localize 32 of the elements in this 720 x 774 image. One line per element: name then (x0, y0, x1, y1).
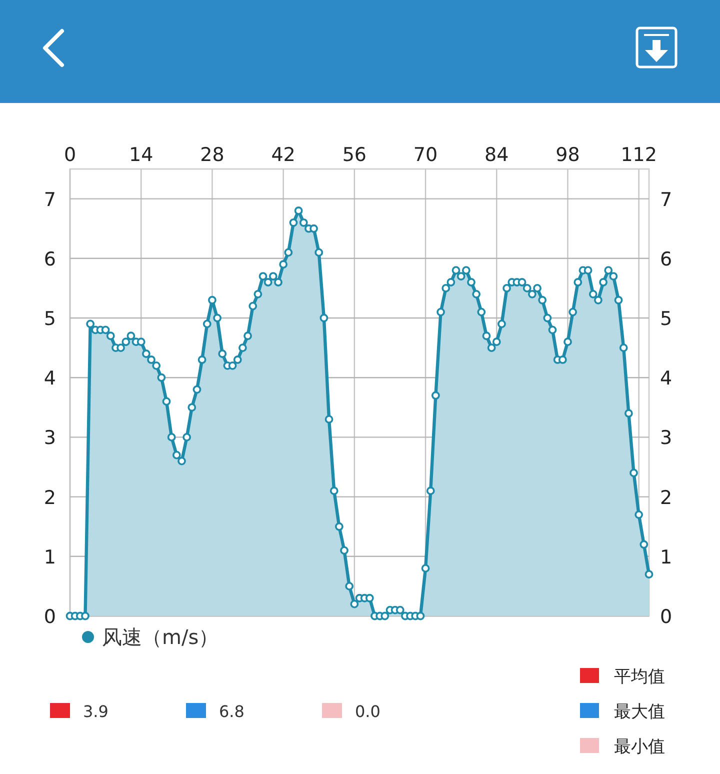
x-tick-label: 98 (556, 144, 580, 166)
x-tick-label: 42 (271, 144, 296, 166)
legend-label: 风速（m/s） (102, 625, 219, 649)
y-tick-label: 3 (44, 427, 56, 450)
y-tick-label: 0 (44, 606, 56, 628)
y-tick-label: 7 (44, 188, 56, 211)
category-label: 平均值 (614, 667, 665, 687)
y-tick-label: 6 (44, 248, 56, 270)
x-tick-label: 14 (129, 144, 154, 166)
value-label: 6.8 (219, 702, 244, 721)
x-tick-label: 56 (342, 144, 367, 166)
y-tick-label: 1 (44, 546, 56, 568)
x-tick-label: 112 (620, 144, 657, 166)
y2-tick-label: 1 (660, 546, 672, 568)
y2-tick-label: 2 (660, 486, 672, 509)
y-tick-label: 5 (44, 308, 56, 330)
y2-tick-label: 0 (660, 606, 672, 628)
category-label: 最小值 (614, 737, 665, 757)
category-label: 最大值 (614, 702, 665, 722)
y2-tick-label: 6 (660, 248, 672, 270)
y2-tick-label: 3 (660, 427, 672, 450)
y2-tick-label: 4 (660, 368, 672, 390)
y-tick-label: 4 (44, 368, 56, 390)
value-label: 3.9 (83, 702, 108, 721)
x-tick-label: 28 (200, 144, 224, 166)
y2-tick-label: 5 (660, 308, 672, 330)
x-tick-label: 0 (64, 144, 76, 166)
y2-tick-label: 7 (660, 188, 672, 211)
x-tick-label: 70 (413, 144, 438, 166)
y-tick-label: 2 (44, 486, 56, 509)
x-tick-label: 84 (484, 144, 509, 166)
value-label: 0.0 (355, 702, 380, 721)
